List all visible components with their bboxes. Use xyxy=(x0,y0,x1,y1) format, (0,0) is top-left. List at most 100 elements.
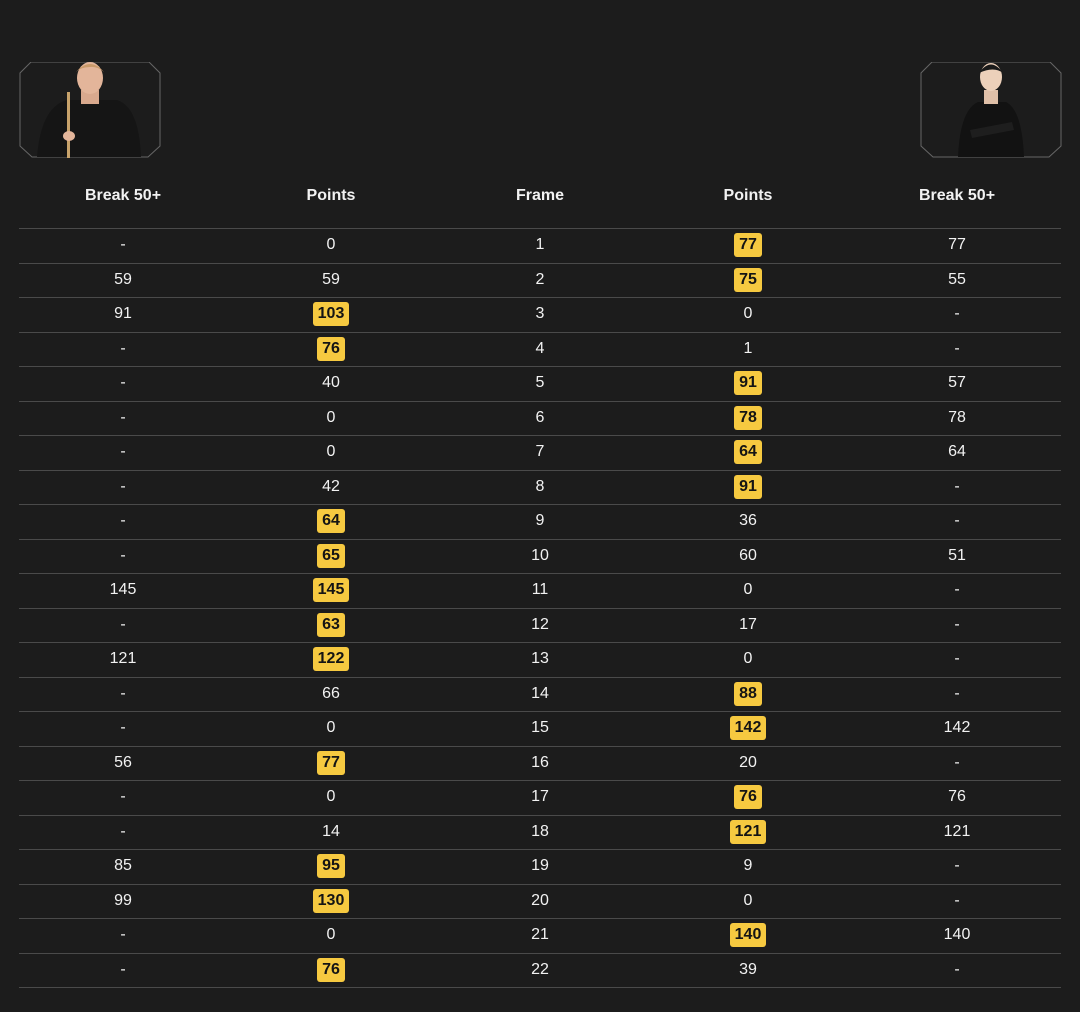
table-cell: 17 xyxy=(531,788,549,805)
table-cell: 91 xyxy=(688,474,808,499)
table-cell: 14 xyxy=(322,822,340,840)
table-cell: 63 xyxy=(271,612,391,637)
row-divider xyxy=(19,642,1061,643)
table-cell: 66 xyxy=(322,684,340,702)
table-cell: 14 xyxy=(531,684,549,702)
table-cell: 78 xyxy=(948,408,966,426)
winner-badge: 103 xyxy=(312,302,350,326)
table-cell: 121 xyxy=(688,819,808,844)
row-divider xyxy=(19,504,1061,505)
winner-badge: 77 xyxy=(317,750,345,775)
winner-badge: 63 xyxy=(317,612,345,637)
table-cell: 19 xyxy=(531,857,549,874)
row-divider xyxy=(19,539,1061,540)
table-cell: 9 xyxy=(535,512,545,529)
row-divider xyxy=(19,953,1061,954)
table-cell: 121 xyxy=(943,822,971,840)
table-cell: 77 xyxy=(948,236,966,253)
row-divider xyxy=(19,849,1061,850)
table-cell: 76 xyxy=(688,785,808,809)
table-cell: - xyxy=(120,719,126,736)
table-cell: 60 xyxy=(739,546,757,564)
column-header: Points xyxy=(306,187,356,204)
table-cell: - xyxy=(954,857,960,874)
table-cell: 8 xyxy=(535,477,545,495)
table-cell: 76 xyxy=(948,788,966,805)
table-cell: 7 xyxy=(535,443,545,460)
table-cell: 64 xyxy=(271,509,391,533)
column-header: Break 50+ xyxy=(84,187,162,204)
table-cell: - xyxy=(120,236,126,253)
row-divider xyxy=(19,677,1061,678)
table-cell: 85 xyxy=(114,857,132,874)
table-cell: 76 xyxy=(271,957,391,982)
winner-badge: 76 xyxy=(317,957,345,982)
table-cell: 75 xyxy=(688,267,808,292)
column-header: Frame xyxy=(515,187,565,204)
table-cell: 78 xyxy=(688,405,808,430)
table-cell: 145 xyxy=(271,578,391,602)
winner-badge: 64 xyxy=(734,440,762,464)
table-cell: 1 xyxy=(535,236,545,253)
table-cell: 59 xyxy=(114,270,132,288)
table-cell: - xyxy=(954,339,960,357)
table-cell: 3 xyxy=(535,305,545,322)
table-cell: 64 xyxy=(688,440,808,464)
table-cell: 11 xyxy=(531,581,549,598)
table-cell: 77 xyxy=(688,233,808,257)
table-cell: - xyxy=(120,512,126,529)
row-divider xyxy=(19,263,1061,264)
table-cell: - xyxy=(120,546,126,564)
row-divider xyxy=(19,573,1061,574)
row-divider xyxy=(19,297,1061,298)
table-cell: 64 xyxy=(948,443,966,460)
table-cell: 142 xyxy=(943,719,971,736)
table-cell: - xyxy=(120,374,126,391)
row-divider xyxy=(19,332,1061,333)
table-cell: 0 xyxy=(326,236,336,253)
table-cell: - xyxy=(954,581,960,598)
winner-badge: 77 xyxy=(734,233,762,257)
table-cell: - xyxy=(954,512,960,529)
winner-badge: 78 xyxy=(734,405,762,430)
winner-badge: 140 xyxy=(729,923,767,947)
table-cell: 99 xyxy=(114,891,132,909)
table-cell: 0 xyxy=(743,650,753,667)
table-cell: 0 xyxy=(326,719,336,736)
table-cell: 18 xyxy=(531,822,549,840)
table-cell: 0 xyxy=(743,305,753,322)
table-cell: - xyxy=(120,408,126,426)
table-cell: 17 xyxy=(739,615,757,633)
table-cell: 1 xyxy=(743,339,753,357)
table-cell: - xyxy=(120,926,126,943)
table-cell: 9 xyxy=(743,857,753,874)
row-divider xyxy=(19,401,1061,402)
table-cell: 0 xyxy=(326,408,336,426)
table-cell: - xyxy=(954,753,960,771)
winner-badge: 142 xyxy=(729,716,767,740)
table-cell: 55 xyxy=(948,270,966,288)
table-cell: 0 xyxy=(326,443,336,460)
table-cell: 140 xyxy=(943,926,971,943)
table-cell: 5 xyxy=(535,374,545,391)
winner-badge: 122 xyxy=(312,647,350,671)
table-cell: 0 xyxy=(743,581,753,598)
winner-badge: 65 xyxy=(317,543,345,568)
table-cell: 40 xyxy=(322,374,340,391)
table-cell: 59 xyxy=(322,270,340,288)
row-divider xyxy=(19,470,1061,471)
winner-badge: 75 xyxy=(734,267,762,292)
table-cell: 91 xyxy=(688,371,808,395)
winner-badge: 121 xyxy=(729,819,767,844)
table-cell: 103 xyxy=(271,302,391,326)
table-cell: 4 xyxy=(535,339,545,357)
row-divider xyxy=(19,228,1061,229)
table-cell: 130 xyxy=(271,888,391,913)
table-cell: 95 xyxy=(271,854,391,878)
table-cell: - xyxy=(120,339,126,357)
player-photo xyxy=(19,62,161,158)
table-cell: - xyxy=(954,960,960,978)
table-cell: 20 xyxy=(531,891,549,909)
table-cell: - xyxy=(954,477,960,495)
row-divider xyxy=(19,815,1061,816)
